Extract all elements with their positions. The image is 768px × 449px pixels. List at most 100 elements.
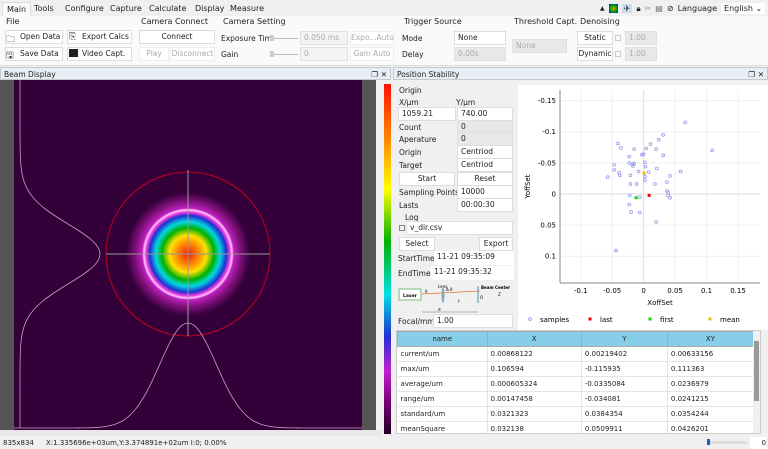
- static-button[interactable]: Static: [577, 31, 613, 45]
- sample-point: [629, 174, 632, 177]
- sampling-points-input[interactable]: 10000: [457, 185, 513, 199]
- reset-button[interactable]: Reset: [457, 172, 513, 186]
- threshold-select[interactable]: None: [512, 39, 567, 53]
- sample-point: [629, 183, 632, 186]
- folder-icon: 🗀: [6, 32, 15, 48]
- horizontal-scrollbar[interactable]: [0, 430, 382, 436]
- svg-text:θ: θ: [425, 289, 428, 294]
- sample-point: [684, 121, 687, 124]
- export-calcs-button[interactable]: Export Calcs: [67, 30, 132, 44]
- colormap-icon[interactable]: [609, 4, 618, 13]
- exposure-auto-button[interactable]: Expo...Auto: [350, 31, 394, 45]
- table-row[interactable]: meanSquare0.0321380.05099110.0426201: [398, 422, 754, 435]
- start-button[interactable]: Start: [399, 172, 455, 186]
- file-group-title: File: [6, 17, 19, 26]
- y-tick-label: -0.15: [538, 97, 556, 105]
- exposure-label: Exposure Tim: [221, 34, 272, 43]
- sample-point: [647, 171, 650, 174]
- tab-calculate[interactable]: Calculate: [145, 2, 190, 16]
- sample-point: [711, 149, 714, 152]
- table-cell: -0.034081: [581, 392, 667, 407]
- tab-tools[interactable]: Tools: [30, 2, 58, 16]
- tab-display[interactable]: Display: [191, 2, 229, 16]
- svg-text:f: f: [458, 299, 460, 304]
- origin-x-input[interactable]: 1059.21: [398, 107, 456, 121]
- scatter-chart[interactable]: -0.1-0.0500.050.10.15-0.15-0.1-0.0500.05…: [518, 85, 768, 330]
- column-header[interactable]: XY: [667, 332, 753, 347]
- table-cell: 0.00868122: [487, 347, 581, 362]
- export-button[interactable]: Export: [479, 237, 513, 251]
- target-select[interactable]: Centriod: [457, 158, 513, 172]
- legend-label: mean: [720, 316, 740, 324]
- gain-slider[interactable]: [270, 54, 298, 55]
- sample-point: [628, 203, 631, 206]
- table-row[interactable]: standard/um0.03213230.03843540.0354244: [398, 407, 754, 422]
- threshold-title: Threshold Capt.: [514, 17, 577, 26]
- dynamic-button[interactable]: Dynamic: [577, 47, 613, 61]
- delay-input[interactable]: 0.00s: [454, 47, 506, 61]
- gain-auto-button[interactable]: Gain Auto: [350, 47, 394, 61]
- document-icon[interactable]: ▤: [655, 4, 663, 13]
- column-header[interactable]: X: [487, 332, 581, 347]
- exposure-slider[interactable]: [270, 38, 298, 39]
- select-button[interactable]: Select: [399, 237, 435, 251]
- gain-input[interactable]: 0: [300, 47, 348, 61]
- legend-label: first: [660, 316, 674, 324]
- end-time-value: 11-21 09:35:32: [431, 266, 514, 280]
- x-tick-label: -0.05: [603, 287, 621, 295]
- connect-button[interactable]: Connect: [139, 30, 215, 44]
- target-label: Target: [399, 161, 422, 170]
- log-checkbox[interactable]: [399, 225, 405, 231]
- table-cell: range/um: [398, 392, 488, 407]
- dynamic-value-input[interactable]: 1.00: [625, 47, 657, 61]
- column-header[interactable]: Y: [581, 332, 667, 347]
- lasts-label: Lasts: [399, 201, 419, 210]
- disconnect-button[interactable]: Disconnect: [170, 47, 215, 61]
- table-cell: 0.106594: [487, 362, 581, 377]
- origin-y-input[interactable]: 740.00: [457, 107, 513, 121]
- mode-select[interactable]: None: [454, 31, 506, 45]
- svg-text:O: O: [480, 295, 483, 300]
- tab-capture[interactable]: Capture: [106, 2, 146, 16]
- vertical-scrollbar[interactable]: [376, 80, 382, 430]
- sample-point: [638, 211, 641, 214]
- sample-point: [615, 249, 618, 252]
- table-row[interactable]: current/um0.008681220.002194020.00633156: [398, 347, 754, 362]
- aperature-value: 0: [457, 132, 513, 146]
- table-row[interactable]: max/um0.106594-0.1159350.111363: [398, 362, 754, 377]
- focal-input[interactable]: 1.00: [433, 314, 513, 328]
- dynamic-checkbox[interactable]: [615, 51, 621, 57]
- exposure-input[interactable]: 0.050 ms: [300, 31, 348, 45]
- log-file-input[interactable]: v_dir.csv: [406, 221, 513, 235]
- static-checkbox[interactable]: [615, 35, 621, 41]
- sample-point: [638, 196, 641, 199]
- tab-main[interactable]: Main: [2, 2, 31, 16]
- table-scrollbar[interactable]: [753, 331, 760, 434]
- legend-label: samples: [540, 316, 569, 324]
- crosshair-icon[interactable]: ✂: [645, 4, 652, 13]
- collapse-icon[interactable]: ▲: [600, 5, 605, 12]
- pin-icon[interactable]: ✈: [622, 4, 633, 13]
- table-row[interactable]: average/um0.000605324-0.03350840.0236979: [398, 377, 754, 392]
- video-icon: [69, 49, 78, 57]
- table-row[interactable]: range/um0.00147458-0.0340810.0241215: [398, 392, 754, 407]
- zoom-value[interactable]: 0: [750, 437, 766, 449]
- column-header[interactable]: name: [398, 332, 488, 347]
- lasts-input[interactable]: 00:00:30: [457, 198, 513, 212]
- tab-measure[interactable]: Measure: [226, 2, 268, 16]
- zoom-slider[interactable]: [707, 441, 747, 444]
- sample-point: [669, 175, 672, 178]
- table-cell: 0.00633156: [667, 347, 753, 362]
- tab-configure[interactable]: Configure: [61, 2, 108, 16]
- sample-point: [679, 170, 682, 173]
- play-button[interactable]: Play: [139, 47, 169, 61]
- beam-display-view: [0, 80, 382, 436]
- language-select[interactable]: English ⌄: [721, 3, 765, 14]
- count-label: Count: [399, 123, 421, 132]
- origin-select[interactable]: Centriod: [457, 145, 513, 159]
- lock-icon[interactable]: 🔒︎: [636, 4, 640, 14]
- sample-point: [633, 148, 636, 151]
- help-icon[interactable]: ⊘: [667, 4, 674, 13]
- static-value-input[interactable]: 1.00: [625, 31, 657, 45]
- sample-point: [616, 142, 619, 145]
